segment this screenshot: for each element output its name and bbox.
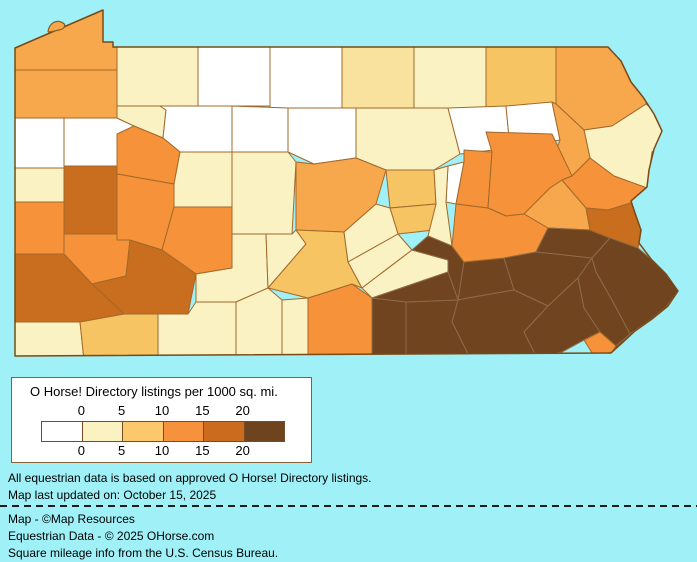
county-greene: [15, 321, 85, 356]
county-bedford: [235, 287, 283, 356]
legend-tick-20: 20: [235, 443, 250, 458]
legend-tick-15: 15: [195, 403, 210, 418]
legend-tick-0: 0: [77, 403, 85, 418]
legend-box: O Horse! Directory listings per 1000 sq.…: [11, 377, 312, 463]
county-jefferson: [173, 151, 233, 208]
county-layer: [15, 10, 678, 356]
county-clinton: [287, 107, 357, 165]
legend-swatch-2: [122, 422, 163, 441]
county-union: [385, 169, 437, 209]
county-fayette: [79, 313, 159, 356]
legend-swatch-4: [203, 422, 244, 441]
county-adams: [371, 297, 407, 356]
county-clearfield: [231, 151, 297, 235]
county-crawford: [15, 69, 118, 119]
county-fulton: [281, 297, 309, 356]
credit-map: Map - ©Map Resources: [8, 512, 135, 526]
county-mercer: [15, 117, 65, 169]
legend-tick-5: 5: [118, 403, 126, 418]
pennsylvania-choropleth-map: [14, 9, 679, 357]
legend-swatch-3: [162, 422, 203, 441]
legend-tick-15: 15: [195, 443, 210, 458]
dashed-divider: [0, 505, 697, 507]
legend-swatch-0: [42, 422, 82, 441]
county-cumberland: [371, 271, 459, 303]
legend-tick-10: 10: [154, 403, 170, 418]
legend-swatch-5: [243, 422, 284, 441]
note-last-updated: Map last updated on: October 15, 2025: [8, 488, 217, 502]
county-bradford: [413, 39, 487, 111]
county-cameron: [231, 105, 289, 153]
legend-title: O Horse! Directory listings per 1000 sq.…: [30, 384, 278, 399]
map-canvas: [14, 9, 679, 357]
county-beaver: [15, 201, 65, 255]
county-columbia: [455, 149, 493, 209]
note-data-source: All equestrian data is based on approved…: [8, 471, 372, 485]
county-lawrence: [15, 167, 65, 203]
legend-tick-5: 5: [118, 443, 126, 458]
credit-square-mileage: Square mileage info from the U.S. Census…: [8, 546, 279, 560]
county-erie: [15, 10, 118, 71]
county-butler: [63, 165, 118, 235]
county-susquehanna: [485, 39, 557, 111]
county-warren: [116, 39, 199, 107]
county-mckean: [197, 39, 271, 107]
legend-tick-0: 0: [77, 443, 85, 458]
county-potter: [269, 39, 343, 109]
legend-color-bar: [41, 421, 285, 442]
state-border: [14, 9, 679, 357]
credit-equestrian-data: Equestrian Data - © 2025 OHorse.com: [8, 529, 215, 543]
county-mifflin: [343, 203, 399, 263]
county-tioga: [341, 39, 415, 109]
legend-swatch-1: [81, 422, 122, 441]
county-lycoming: [355, 107, 461, 171]
legend-tick-20: 20: [235, 403, 250, 418]
legend-tick-10: 10: [154, 443, 170, 458]
presque-isle-peninsula: [47, 20, 66, 33]
